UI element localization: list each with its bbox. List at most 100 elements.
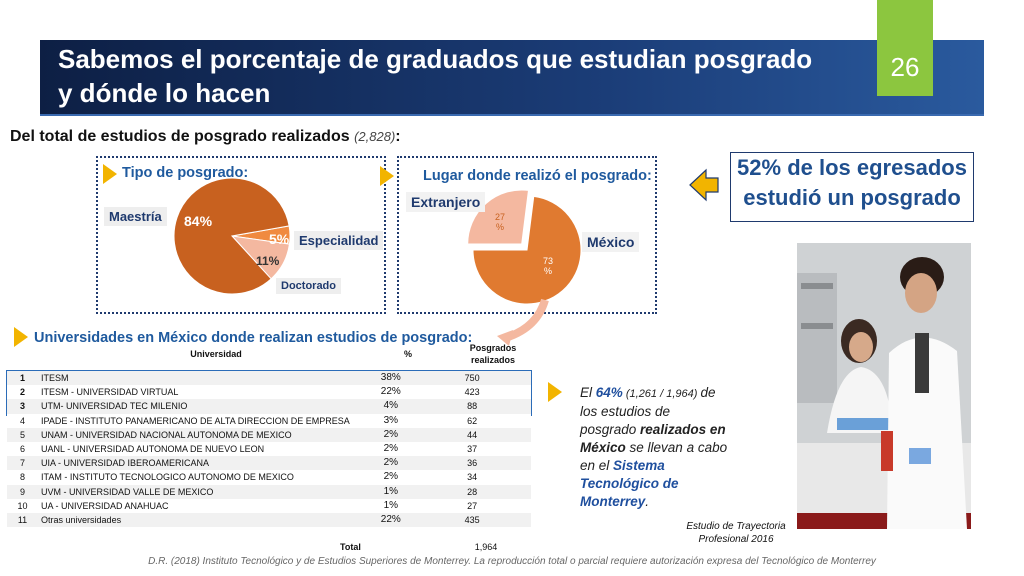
note-p2: de los estudios de posgrado xyxy=(580,385,716,437)
row-university: UTM- UNIVERSIDAD TEC MILENIO xyxy=(38,399,369,414)
row-pct: 1% xyxy=(368,498,414,513)
panel-tipo-title: Tipo de posgrado: xyxy=(122,165,249,181)
row-pct: 22% xyxy=(368,512,414,528)
pie-tipo-value-doctorado: 11% xyxy=(256,254,280,268)
arrow-right-icon xyxy=(548,382,562,402)
header-count: Posgrados realizados xyxy=(469,343,517,365)
row-pct: 2% xyxy=(368,441,414,457)
pie-tipo-label-maestria: Maestría xyxy=(104,207,167,226)
table-row: 8 ITAM - INSTITUTO TECNOLOGICO AUTONOMO D… xyxy=(7,470,531,485)
row-university: IPADE - INSTITUTO PANAMERICANO DE ALTA D… xyxy=(38,413,369,428)
row-number: 3 xyxy=(7,399,39,414)
source-note: Estudio de Trayectoria Profesional 2016 xyxy=(680,520,792,546)
row-pct: 38% xyxy=(368,371,414,386)
row-pct: 2% xyxy=(368,456,414,471)
header-university: Universidad xyxy=(190,349,242,359)
row-count: 36 xyxy=(413,456,531,471)
pie-lugar-value-extranjero: 27 % xyxy=(494,212,505,232)
arrow-right-icon xyxy=(103,164,117,184)
row-count: 28 xyxy=(413,484,531,499)
table-row: 9 UVM - UNIVERSIDAD VALLE DE MEXICO 1% 28 xyxy=(7,484,531,499)
table-section-title: Universidades en México donde realizan e… xyxy=(34,330,473,346)
table-total-value: 1,964 xyxy=(474,542,498,552)
note-p5: Sistema Tecnológico de Monterrey xyxy=(580,458,679,509)
panel-tipo-posgrado xyxy=(96,156,386,314)
subtitle-count: (2,828) xyxy=(354,129,396,144)
header-pct: % xyxy=(403,349,412,359)
source-line-2: Profesional 2016 xyxy=(698,534,774,545)
row-pct: 1% xyxy=(368,484,414,499)
row-number: 2 xyxy=(7,385,39,400)
table-row: 4 IPADE - INSTITUTO PANAMERICANO DE ALTA … xyxy=(7,413,531,428)
title-bar xyxy=(40,40,984,116)
lab-photo xyxy=(797,243,971,529)
note-p3: realizados en México xyxy=(580,422,726,455)
pie-tipo-value-especialidad: 5% xyxy=(269,231,290,247)
row-number: 4 xyxy=(7,413,39,428)
table-row: 10 UA - UNIVERSIDAD ANAHUAC 1% 27 xyxy=(7,498,531,513)
subtitle: Del total de estudios de posgrado realiz… xyxy=(10,128,401,146)
row-university: UA - UNIVERSIDAD ANAHUAC xyxy=(38,498,369,513)
row-pct: 4% xyxy=(368,399,414,414)
note-p4: se llevan a cabo en el xyxy=(580,440,728,473)
pie-lugar-label-mexico: México xyxy=(582,232,640,252)
table-row: 11 Otras universidades 22% 435 xyxy=(7,512,531,528)
row-number: 1 xyxy=(7,371,39,386)
table-row: 5 UNAM - UNIVERSIDAD NACIONAL AUTONOMA DE… xyxy=(7,427,531,442)
pie-lugar-label-extranjero: Extranjero xyxy=(406,192,486,212)
row-number: 10 xyxy=(7,498,39,513)
row-number: 6 xyxy=(7,441,39,457)
slide-number-tab xyxy=(877,0,933,96)
row-number: 5 xyxy=(7,427,39,442)
table-row: 1 ITESM 38% 750 xyxy=(7,371,531,386)
row-number: 9 xyxy=(7,484,39,499)
row-count: 37 xyxy=(413,441,531,457)
row-university: UIA - UNIVERSIDAD IBEROAMERICANA xyxy=(38,456,369,471)
subtitle-suffix: : xyxy=(395,128,401,145)
row-university: ITESM xyxy=(38,371,369,386)
pie-slice-extranjero xyxy=(467,189,530,245)
row-university: ITESM - UNIVERSIDAD VIRTUAL xyxy=(38,385,369,400)
row-pct: 2% xyxy=(368,427,414,442)
arrow-left-icon xyxy=(689,168,719,202)
table-total-label: Total xyxy=(340,542,361,552)
universities-table: 1 ITESM 38% 750 2 ITESM - UNIVERSIDAD VIRTUAL… xyxy=(7,371,531,528)
row-number: 11 xyxy=(7,512,39,528)
row-university: UNAM - UNIVERSIDAD NACIONAL AUTONOMA DE … xyxy=(38,427,369,442)
table-row: 3 UTM- UNIVERSIDAD TEC MILENIO 4% 88 xyxy=(7,399,531,414)
row-count: 423 xyxy=(413,385,531,400)
pie-lugar-value-mexico: 73 % xyxy=(542,256,553,276)
subtitle-text: Del total de estudios de posgrado realiz… xyxy=(10,128,350,145)
slide-number: 26 xyxy=(890,52,920,82)
row-university: UANL - UNIVERSIDAD AUTONOMA DE NUEVO LEO… xyxy=(38,441,369,457)
lab-photo-illustration xyxy=(797,243,971,529)
panel-lugar-posgrado xyxy=(397,156,657,314)
pie-slice-mexico xyxy=(472,195,582,305)
arrow-right-icon xyxy=(380,166,394,186)
note-frac: (1,261 / 1,964) xyxy=(622,388,701,400)
callout-box: 52% de los egresados estudió un posgrado xyxy=(730,152,974,222)
row-count: 750 xyxy=(413,371,531,386)
note-p6: . xyxy=(645,494,650,509)
note-p1: El xyxy=(580,385,596,400)
pie-tipo-label-especialidad: Especialidad xyxy=(294,231,384,250)
pie-tipo-value-maestria: 84% xyxy=(184,213,213,229)
panel-lugar-title: Lugar donde realizó el posgrado: xyxy=(423,168,652,184)
note-pct: 64% xyxy=(595,385,623,400)
table-row: 2 ITESM - UNIVERSIDAD VIRTUAL 22% 423 xyxy=(7,385,531,400)
row-university: Otras universidades xyxy=(38,512,369,528)
row-number: 7 xyxy=(7,456,39,471)
pie-tipo-label-doctorado: Doctorado xyxy=(276,278,341,294)
row-count: 62 xyxy=(413,413,531,428)
pie-chart-lugar xyxy=(467,189,582,346)
row-count: 44 xyxy=(413,427,531,442)
row-count: 34 xyxy=(413,470,531,485)
row-university: ITAM - INSTITUTO TECNOLOGICO AUTONOMO DE… xyxy=(38,470,369,485)
pie-chart-tipo xyxy=(173,177,291,295)
table-row: 7 UIA - UNIVERSIDAD IBEROAMERICANA 2% 36 xyxy=(7,456,531,471)
page-title: Sabemos el porcentaje de graduados que e… xyxy=(58,44,813,108)
arrow-right-icon xyxy=(14,327,28,347)
row-pct: 2% xyxy=(368,470,414,485)
note-text: El 64% (1,261 / 1,964) de los estudios d… xyxy=(580,384,730,511)
row-pct: 3% xyxy=(368,413,414,428)
